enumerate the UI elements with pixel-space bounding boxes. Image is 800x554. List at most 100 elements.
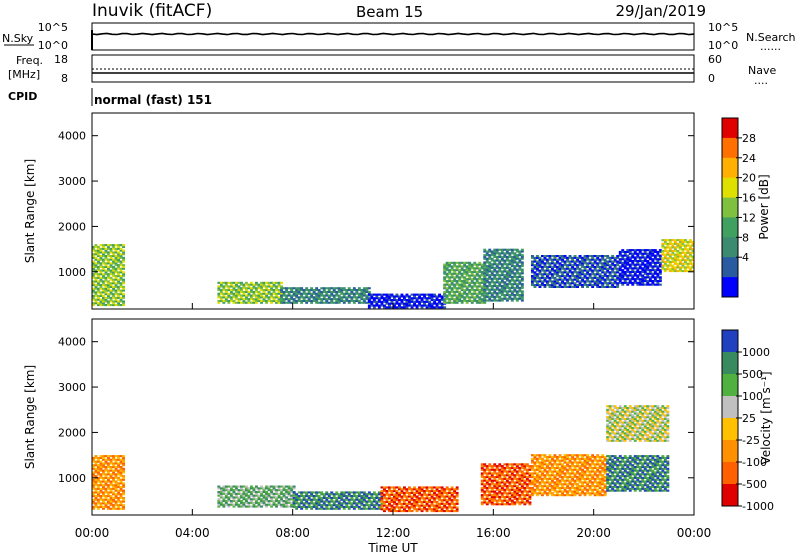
heatmap-cell	[673, 262, 677, 265]
heatmap-cell	[606, 275, 610, 278]
heatmap-cell	[563, 285, 567, 288]
heatmap-cell	[520, 292, 524, 295]
heatmap-cell	[581, 273, 584, 276]
heatmap-cell	[548, 273, 552, 276]
heatmap-cell	[681, 248, 685, 251]
heatmap-cell	[490, 501, 494, 504]
heatmap-cell	[520, 255, 524, 258]
heatmap-cell	[528, 486, 532, 489]
heatmap-cell	[222, 289, 226, 292]
heatmap-cell	[280, 299, 283, 302]
heatmap-cell	[513, 248, 517, 251]
heatmap-cell	[465, 261, 469, 264]
heatmap-cell	[315, 502, 319, 505]
heatmap-cell	[603, 492, 607, 495]
heatmap-cell	[252, 503, 256, 506]
heatmap-cell	[508, 255, 512, 258]
heatmap-cell	[679, 239, 682, 242]
heatmap-cell	[255, 491, 258, 494]
heatmap-cell	[505, 259, 509, 262]
heatmap-cell	[548, 276, 552, 279]
heatmap-cell	[588, 269, 592, 272]
heatmap-cell	[230, 298, 233, 301]
heatmap-cell	[503, 488, 507, 491]
heatmap-cell	[533, 470, 537, 473]
heatmap-cell	[117, 466, 120, 469]
heatmap-cell	[445, 508, 449, 511]
heatmap-cell	[468, 265, 472, 268]
heatmap-cell	[551, 488, 554, 491]
heatmap-cell	[515, 265, 519, 268]
heatmap-cell	[601, 271, 605, 274]
heatmap-cell	[515, 255, 519, 258]
heatmap-cell	[515, 286, 519, 289]
heatmap-cell	[508, 488, 512, 491]
heatmap-cell	[342, 495, 346, 498]
heatmap-cell	[362, 500, 366, 503]
heatmap-cell	[242, 492, 246, 495]
heatmap-cell	[443, 504, 447, 507]
heatmap-cell	[390, 497, 394, 500]
heatmap-cell	[616, 269, 620, 272]
heatmap-cell	[633, 460, 637, 463]
heatmap-cell	[413, 491, 416, 494]
heatmap-cell	[513, 481, 517, 484]
heatmap-cell	[367, 299, 371, 302]
heatmap-cell	[618, 250, 622, 253]
heatmap-cell	[538, 488, 542, 491]
heatmap-cell	[621, 256, 625, 259]
heatmap-cell	[520, 485, 524, 488]
heatmap-cell	[658, 276, 662, 279]
heatmap-cell	[518, 275, 522, 278]
heatmap-cell	[631, 478, 635, 481]
heatmap-cell	[92, 249, 95, 252]
heatmap-cell	[621, 270, 625, 273]
heatmap-cell	[483, 301, 487, 304]
heatmap-cell	[92, 255, 95, 258]
heatmap-cell	[280, 292, 283, 295]
heatmap-cell	[473, 276, 477, 279]
heatmap-cell	[628, 484, 632, 487]
heatmap-cell	[463, 281, 467, 284]
heatmap-cell	[485, 299, 489, 302]
heatmap-cell	[583, 459, 587, 462]
heatmap-cell	[122, 456, 125, 459]
heatmap-cell	[112, 278, 115, 281]
heatmap-cell	[405, 302, 409, 305]
heatmap-cell	[576, 258, 579, 261]
heatmap-cell	[342, 301, 346, 304]
heatmap-cell	[224, 485, 228, 488]
heatmap-cell	[558, 481, 562, 484]
heatmap-cell	[553, 276, 557, 279]
heatmap-cell	[578, 264, 582, 267]
heatmap-cell	[332, 289, 336, 292]
heatmap-cell	[330, 292, 334, 295]
heatmap-cell	[377, 505, 381, 508]
heatmap-cell	[480, 474, 484, 477]
heatmap-cell	[495, 476, 499, 479]
heatmap-cell	[531, 457, 534, 460]
heatmap-cell	[325, 294, 329, 297]
heatmap-cell	[505, 277, 509, 280]
heatmap-cell	[553, 466, 557, 469]
heatmap-cell	[510, 294, 514, 297]
heatmap-cell	[515, 299, 519, 302]
heatmap-cell	[633, 480, 637, 483]
heatmap-cell	[628, 456, 632, 459]
heatmap-cell	[616, 456, 620, 459]
heatmap-cell	[573, 490, 577, 493]
heatmap-cell	[315, 299, 319, 302]
heatmap-cell	[468, 261, 472, 264]
heatmap-cell	[546, 269, 549, 272]
heatmap-cell	[418, 302, 421, 305]
heatmap-cell	[232, 287, 236, 290]
heatmap-cell	[418, 300, 421, 303]
heatmap-cell	[661, 259, 665, 262]
heatmap-cell	[523, 488, 527, 491]
heatmap-cell	[536, 485, 539, 488]
heatmap-cell	[541, 479, 544, 482]
heatmap-cell	[653, 272, 657, 275]
heatmap-cell	[508, 483, 512, 486]
heatmap-cell	[578, 479, 582, 482]
heatmap-cell	[679, 268, 682, 271]
